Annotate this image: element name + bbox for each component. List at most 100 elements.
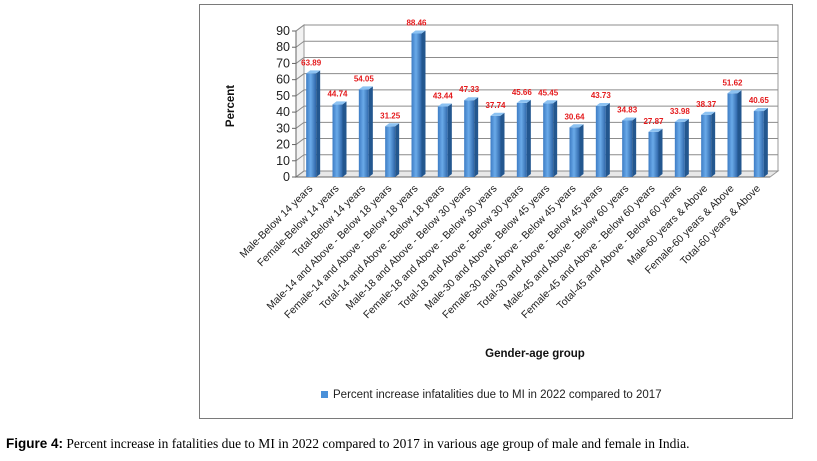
bar-top — [490, 112, 505, 116]
data-label: 47.33 — [459, 85, 480, 94]
y-tick-label: 50 — [276, 89, 290, 103]
bar-side — [711, 111, 716, 177]
bar — [437, 106, 448, 177]
legend-swatch — [321, 391, 328, 398]
chart-frame: 0 10 20 30 40 50 60 70 80 90 63.89 44.74 54.05 31.25 8… — [199, 4, 793, 419]
figure-caption: Figure 4: Percent increase in fatalities… — [6, 436, 811, 452]
gridline — [295, 73, 778, 81]
y-tick-label: 30 — [276, 121, 290, 135]
y-tick-label: 0 — [283, 170, 290, 184]
bar-top — [648, 128, 663, 132]
bar-top — [727, 90, 742, 94]
bar-side — [316, 70, 321, 177]
caption-text: Percent increase in fatalities due to MI… — [63, 436, 690, 451]
data-label: 37.74 — [485, 101, 506, 110]
data-label: 43.44 — [433, 92, 454, 101]
bar-side — [737, 90, 742, 177]
gridline — [295, 56, 778, 64]
bar — [648, 131, 659, 177]
gridline — [295, 40, 778, 48]
side-wall — [295, 24, 305, 178]
caption-label: Figure 4: — [6, 436, 64, 451]
bar — [569, 127, 580, 177]
bar-top — [358, 86, 373, 90]
bar — [306, 73, 317, 177]
y-tick-label: 10 — [276, 154, 290, 168]
y-tick-label: 40 — [276, 105, 290, 119]
y-tick-label: 20 — [276, 138, 290, 152]
bar — [753, 111, 764, 177]
bar — [358, 89, 369, 177]
gridline — [295, 121, 778, 129]
bar-top — [385, 123, 400, 127]
gridline — [295, 170, 778, 178]
bar — [464, 100, 475, 177]
bar-top — [622, 117, 637, 121]
data-label: 38.37 — [696, 100, 717, 109]
bar-top — [569, 124, 584, 128]
bar-side — [368, 86, 373, 177]
bar-side — [526, 99, 531, 177]
data-label: 33.98 — [670, 107, 691, 116]
bar — [595, 106, 606, 177]
data-label: 88.46 — [406, 18, 427, 27]
gridline — [295, 24, 778, 32]
bar — [674, 121, 685, 177]
gridline — [295, 89, 778, 97]
data-label: 54.05 — [354, 74, 375, 83]
y-axis-title: Percent — [225, 85, 237, 127]
data-label: 40.65 — [749, 96, 770, 105]
y-tick-label: 60 — [276, 73, 290, 87]
bar-top — [674, 118, 689, 122]
data-label: 51.62 — [722, 78, 743, 87]
bar-side — [447, 103, 452, 177]
bar — [543, 103, 554, 177]
data-label: 45.66 — [512, 88, 533, 97]
bar-side — [395, 123, 400, 177]
bar-side — [579, 124, 584, 177]
bar — [332, 104, 343, 177]
data-label: 27.87 — [643, 117, 664, 126]
bar-top — [411, 30, 426, 34]
bar — [385, 126, 396, 177]
bar-side — [342, 101, 347, 177]
bar-top — [464, 97, 479, 101]
bar-side — [474, 97, 479, 177]
bar-side — [605, 103, 610, 177]
gridline — [295, 154, 778, 162]
legend-label: Percent increase infatalities due to MI … — [333, 389, 662, 401]
bar — [622, 120, 633, 177]
bar-side — [684, 118, 689, 177]
bar-side — [500, 112, 505, 177]
bar-side — [421, 30, 426, 177]
y-tick-label: 80 — [276, 40, 290, 54]
bar-top — [332, 101, 347, 105]
bar — [701, 114, 712, 177]
bar-side — [632, 117, 637, 177]
data-label: 45.45 — [538, 88, 559, 97]
bar — [516, 102, 527, 177]
bar-side — [763, 108, 768, 177]
bar-side — [658, 128, 663, 177]
y-tick-label: 90 — [276, 24, 290, 38]
bar-top — [516, 99, 531, 103]
y-tick-label: 70 — [276, 56, 290, 70]
bar-top — [543, 100, 558, 104]
data-label: 43.73 — [591, 91, 612, 100]
bar-top — [753, 108, 768, 112]
bar — [411, 33, 422, 177]
bar-chart: 0 10 20 30 40 50 60 70 80 90 63.89 44.74 54.05 31.25 8… — [225, 18, 780, 401]
gridline — [295, 138, 778, 145]
bar-top — [437, 103, 452, 107]
bar-top — [595, 103, 610, 107]
bar — [490, 115, 501, 177]
data-label: 63.89 — [301, 58, 322, 67]
bar — [727, 93, 738, 177]
data-label: 34.83 — [617, 105, 638, 114]
bar-top — [701, 111, 716, 115]
data-label: 44.74 — [327, 89, 348, 98]
gridline — [295, 105, 778, 113]
data-label: 30.64 — [564, 112, 585, 121]
bar-side — [553, 100, 558, 177]
x-axis-title: Gender-age group — [485, 348, 585, 360]
